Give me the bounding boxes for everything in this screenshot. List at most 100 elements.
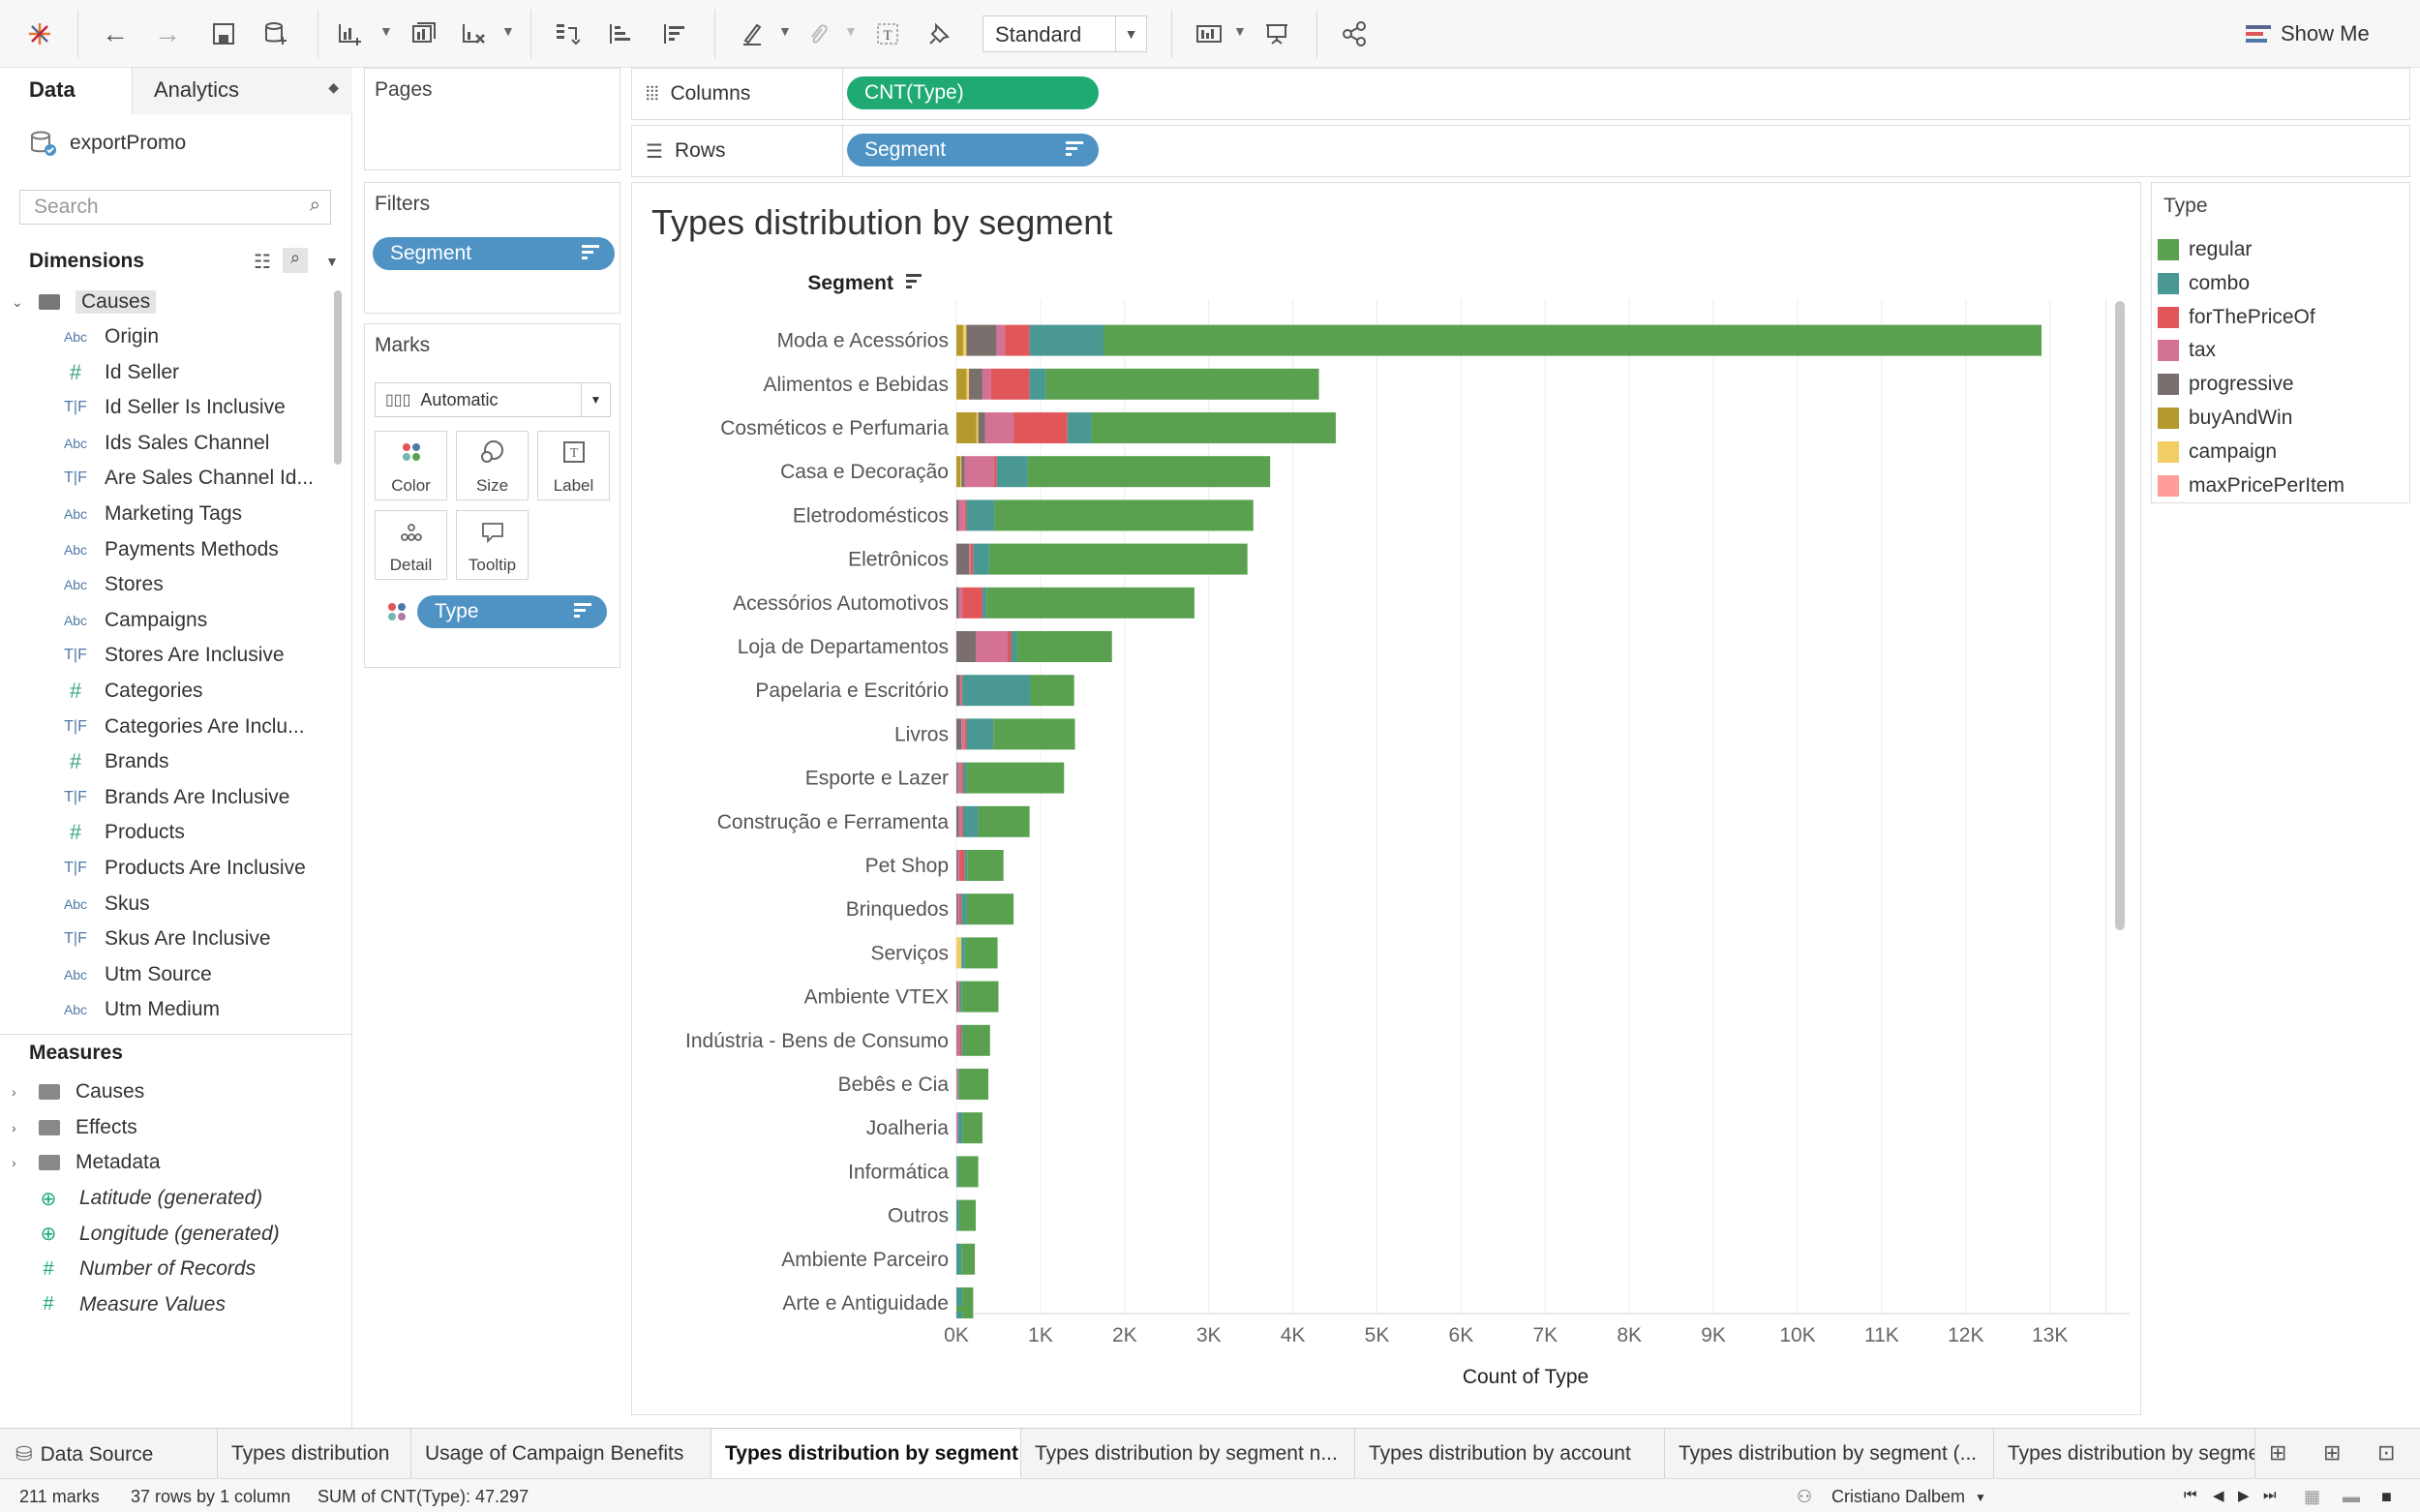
field-search-input[interactable]: Search ⌕ [19,190,331,225]
bar-segment-combo[interactable] [957,1112,963,1144]
category-label[interactable]: Eletrônicos [848,549,949,571]
dimension-field[interactable]: # Categories [0,674,329,709]
bar-segment-progressive[interactable] [956,543,970,575]
bar-segment-regular[interactable] [966,762,1065,794]
category-label[interactable]: Pet Shop [865,855,949,877]
bar-segment-forThePriceOf[interactable] [994,456,997,488]
legend-item[interactable]: tax [2158,334,2405,367]
bar-segment-tax[interactable] [958,587,963,619]
bar-segment-regular[interactable] [1104,324,2042,356]
measure-field[interactable]: # Number of Records [0,1252,329,1286]
bar-segment-progressive[interactable] [956,762,958,794]
legend-item[interactable]: combo [2158,267,2405,300]
measure-folder[interactable]: › Effects [0,1110,329,1145]
chevron-down-icon[interactable]: ▼ [1233,23,1247,39]
columns-pill-cnt-type[interactable]: CNT(Type) [847,76,1099,109]
tableau-logo-icon[interactable] [19,14,60,54]
marks-pill-type[interactable]: Type [417,595,607,628]
bar-segment-combo[interactable] [964,850,968,881]
dimension-field[interactable]: T|F Stores Are Inclusive [0,638,329,673]
bar-segment-buyAndWin[interactable] [956,324,963,356]
legend-item[interactable]: maxPricePerItem [2158,469,2405,502]
dimension-field[interactable]: Abc Utm Source [0,957,329,992]
bar-segment-progressive[interactable] [956,1024,957,1056]
presentation-mode-icon[interactable] [1256,14,1297,54]
bar-segment-combo[interactable] [962,675,1031,707]
category-label[interactable]: Esporte e Lazer [805,768,949,790]
legend-item[interactable]: regular [2158,233,2405,266]
rows-shelf[interactable]: ☰ Rows Segment [631,125,2410,177]
dimension-field[interactable]: Abc Stores [0,567,329,602]
bar-segment-campaign[interactable] [960,456,962,488]
pages-card[interactable]: Pages [364,68,620,170]
category-label[interactable]: Brinquedos [846,898,949,921]
bar-segment-tax[interactable] [957,893,960,925]
bar-segment-combo[interactable] [961,1024,963,1056]
bar-segment-forThePriceOf[interactable] [959,893,962,925]
category-label[interactable]: Arte e Antiguidade [782,1292,949,1315]
bar-segment-progressive[interactable] [966,324,997,356]
status-user[interactable]: Cristiano Dalbem [1831,1487,1966,1506]
sheet-tab[interactable]: Types distribution [218,1429,411,1478]
scrollbar[interactable] [2115,301,2125,930]
bar-segment-combo[interactable] [966,718,994,750]
bar-segment-tax[interactable] [984,412,1014,443]
bar-chart[interactable]: Segment Moda e Acessórios Alimentos e Bebi… [632,183,2142,1416]
bar-segment-tax[interactable] [956,1069,958,1100]
bar-segment-regular[interactable] [964,937,998,969]
new-worksheet-icon[interactable]: ⊞ [2269,1440,2287,1465]
bar-segment-regular[interactable] [966,893,1014,925]
category-label[interactable]: Alimentos e Bebidas [764,374,949,396]
dimension-field[interactable]: T|F Categories Are Inclu... [0,710,329,744]
bar-segment-forThePriceOf[interactable] [1013,412,1068,443]
search-fields-icon[interactable]: ⌕ [283,248,308,273]
bar-segment-forThePriceOf[interactable] [961,675,963,707]
bar-segment-forThePriceOf[interactable] [990,368,1030,400]
bar-segment-forThePriceOf[interactable] [961,762,963,794]
category-label[interactable]: Bebês e Cia [838,1074,950,1096]
fit-mode-dropdown[interactable]: Standard ▼ [983,15,1147,52]
chevron-down-icon[interactable]: ▼ [325,254,339,269]
filmstrip-icon[interactable]: ▬ [2343,1487,2360,1506]
bar-segment-combo[interactable] [966,499,995,531]
bar-segment-tax[interactable] [956,1024,960,1056]
bar-segment-combo[interactable] [961,937,965,969]
color-button[interactable]: Color [375,431,447,500]
save-icon[interactable] [203,14,244,54]
measure-field[interactable]: ⊕ Longitude (generated) [0,1217,329,1252]
next-sheet-icon[interactable]: ▶ [2238,1488,2250,1504]
bar-segment-progressive[interactable] [956,631,976,662]
category-label[interactable]: Livros [894,723,949,745]
datasource-item[interactable]: exportPromo [29,124,186,163]
sheet-tab[interactable]: Types distribution by account [1355,1429,1665,1478]
dimension-field[interactable]: Abc Skus [0,887,329,922]
bar-segment-tax[interactable] [959,675,962,707]
bar-segment-forThePriceOf[interactable] [961,805,963,837]
dimension-field[interactable]: Abc Payments Methods [0,532,329,567]
size-button[interactable]: Size [456,431,529,500]
bar-segment-campaign[interactable] [976,412,979,443]
bar-segment-combo[interactable] [996,456,1028,488]
new-datasource-icon[interactable] [256,14,296,54]
category-label[interactable]: Cosméticos e Perfumaria [720,417,949,439]
bar-segment-forThePriceOf[interactable] [962,587,983,619]
bar-segment-regular[interactable] [1045,368,1319,400]
category-label[interactable]: Indústria - Bens de Consumo [685,1030,949,1052]
bar-segment-combo[interactable] [956,1156,958,1188]
bar-segment-tax[interactable] [957,762,962,794]
bar-segment-regular[interactable] [994,499,1254,531]
category-label[interactable]: Loja de Departamentos [738,636,949,658]
undo-icon[interactable]: ← [102,18,129,48]
dimension-field[interactable]: Abc Campaigns [0,603,329,638]
bar-segment-progressive[interactable] [969,368,983,400]
category-label[interactable]: Moda e Acessórios [777,330,949,352]
filter-pill-segment[interactable]: Segment [373,237,615,270]
bar-segment-progressive[interactable] [956,675,960,707]
bar-segment-regular[interactable] [962,1112,983,1144]
bar-segment-combo[interactable] [962,762,967,794]
duplicate-sheet-icon[interactable] [403,14,443,54]
bar-segment-progressive[interactable] [978,412,985,443]
chevron-down-icon[interactable]: ▼ [501,23,515,39]
category-label[interactable]: Informática [848,1161,949,1183]
scrollbar[interactable] [334,290,342,465]
